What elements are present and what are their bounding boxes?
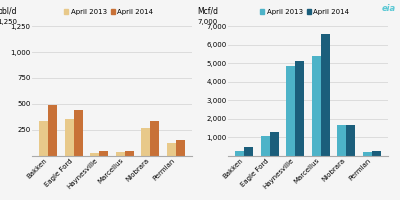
Bar xyxy=(99,151,108,156)
Bar xyxy=(312,56,321,156)
Bar xyxy=(337,125,346,156)
Bar xyxy=(65,119,74,156)
Bar xyxy=(295,61,304,156)
Bar xyxy=(39,121,48,156)
Bar xyxy=(176,140,185,156)
Text: bbl/d: bbl/d xyxy=(0,7,16,16)
Text: eia: eia xyxy=(382,4,396,13)
Bar xyxy=(235,151,244,156)
Bar xyxy=(270,132,279,156)
Bar xyxy=(116,152,125,156)
Bar xyxy=(372,151,381,156)
Bar xyxy=(346,125,355,156)
Text: 7,000: 7,000 xyxy=(198,19,218,25)
Bar xyxy=(125,151,134,156)
Bar xyxy=(150,121,159,156)
Bar xyxy=(74,110,83,156)
Bar xyxy=(286,66,295,156)
Bar xyxy=(90,153,99,156)
Bar xyxy=(167,143,176,156)
Bar xyxy=(261,136,270,156)
Bar xyxy=(321,34,330,156)
Text: 1,250: 1,250 xyxy=(0,19,17,25)
Text: Mcf/d: Mcf/d xyxy=(198,7,218,16)
Bar xyxy=(48,105,57,156)
Legend: April 2013, April 2014: April 2013, April 2014 xyxy=(64,9,153,15)
Bar xyxy=(244,147,253,156)
Legend: April 2013, April 2014: April 2013, April 2014 xyxy=(260,9,349,15)
Bar xyxy=(141,128,150,156)
Bar xyxy=(363,152,372,156)
